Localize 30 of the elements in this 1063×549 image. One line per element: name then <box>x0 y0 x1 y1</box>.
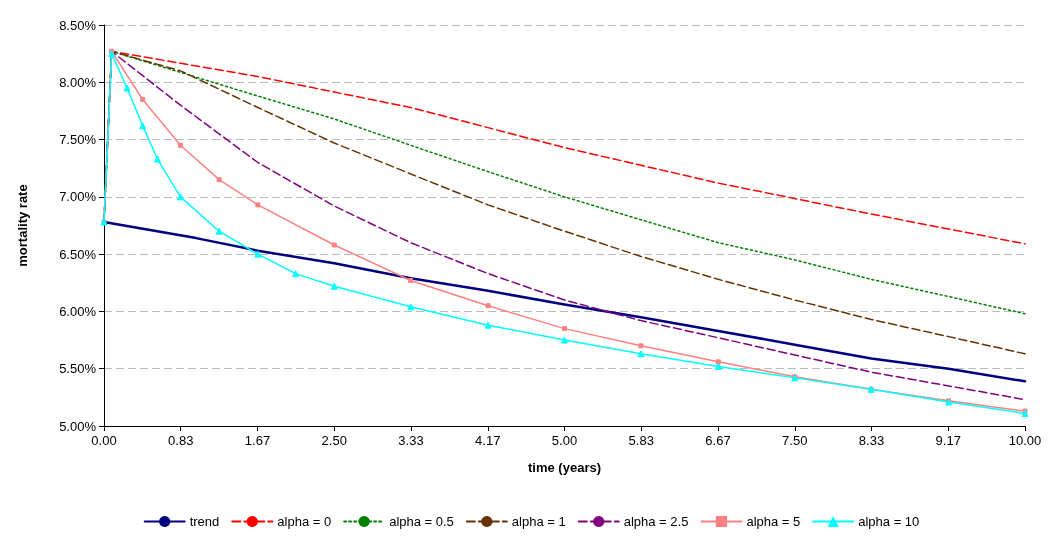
x-axis-title: time (years) <box>528 460 601 475</box>
x-tick-label: 10.00 <box>1008 433 1042 448</box>
legend-label: alpha = 2.5 <box>623 514 689 529</box>
x-tick-label: 7.50 <box>782 433 808 448</box>
y-tick-label: 5.50% <box>59 361 97 377</box>
x-tick-label: 5.83 <box>628 433 654 448</box>
legend-label: alpha = 1 <box>511 514 566 529</box>
y-axis-title: mortality rate <box>15 184 30 267</box>
y-tick-label: 7.00% <box>59 189 97 205</box>
x-tick-label: 9.17 <box>935 433 961 448</box>
y-tick-label: 8.50% <box>59 17 97 33</box>
legend-label: alpha = 0 <box>277 514 332 529</box>
legend-label: alpha = 10 <box>858 514 920 529</box>
x-tick-label: 3.33 <box>398 433 424 448</box>
x-tick-label: 5.00 <box>551 433 578 448</box>
x-tick-label: 6.67 <box>705 433 731 448</box>
legend-label: trend <box>189 514 220 529</box>
legend-label: alpha = 5 <box>746 514 801 529</box>
x-tick-label: 2.50 <box>321 433 347 448</box>
y-tick-label: 6.50% <box>59 246 97 262</box>
x-tick-label: 0.00 <box>91 433 117 448</box>
y-tick-label: 7.50% <box>59 132 97 148</box>
x-tick-label: 8.33 <box>858 433 885 448</box>
legend-label: alpha = 0.5 <box>389 514 454 529</box>
y-tick-label: 8.00% <box>59 74 97 90</box>
x-tick-label: 0.83 <box>168 433 194 448</box>
y-tick-label: 6.00% <box>59 303 97 319</box>
x-tick-label: 1.67 <box>244 433 271 448</box>
y-tick-label: 5.00% <box>59 418 97 434</box>
x-tick-label: 4.17 <box>475 433 501 448</box>
